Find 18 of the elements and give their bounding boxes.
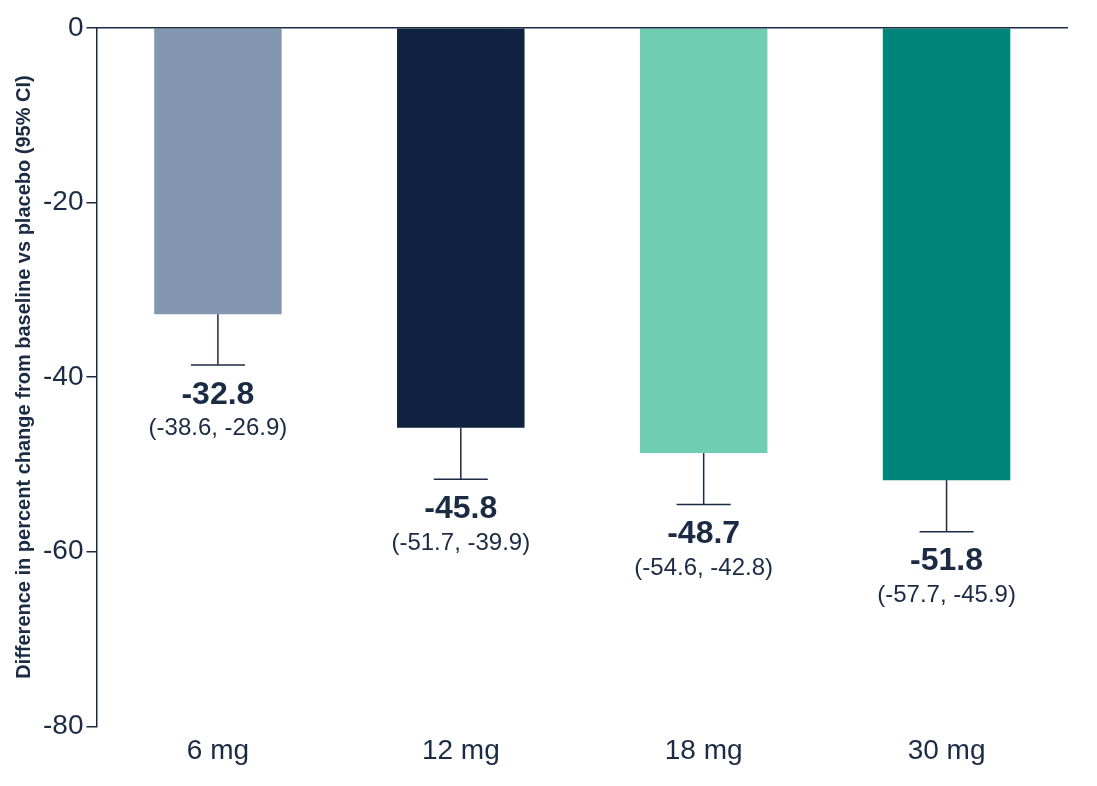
x-tick-label: 12 mg — [421, 733, 500, 765]
data-label: -45.8 — [424, 489, 498, 526]
y-axis-title: Difference in percent change from baseline vs placebo (95% CI) — [11, 75, 34, 679]
data-label: -32.8 — [181, 374, 255, 411]
annotation: (-54.6, -42.8) — [634, 553, 774, 581]
annotation: (-57.7, -45.9) — [877, 580, 1016, 608]
annotation: (-51.7, -39.9) — [391, 527, 531, 555]
y-tick-label: 0 — [67, 10, 84, 42]
y-tick-label: -20 — [43, 185, 84, 217]
x-tick-label: 30 mg — [907, 733, 986, 765]
annotation: (-38.6, -26.9) — [148, 413, 288, 441]
data-label: -48.7 — [667, 514, 741, 551]
x-tick-label: 18 mg — [664, 733, 743, 765]
y-tick-label: -40 — [43, 359, 84, 391]
data-label: -51.8 — [910, 541, 984, 578]
x-tick-label: 6 mg — [186, 733, 250, 765]
y-tick-label: -80 — [43, 709, 84, 741]
y-tick-label: -60 — [43, 534, 84, 566]
